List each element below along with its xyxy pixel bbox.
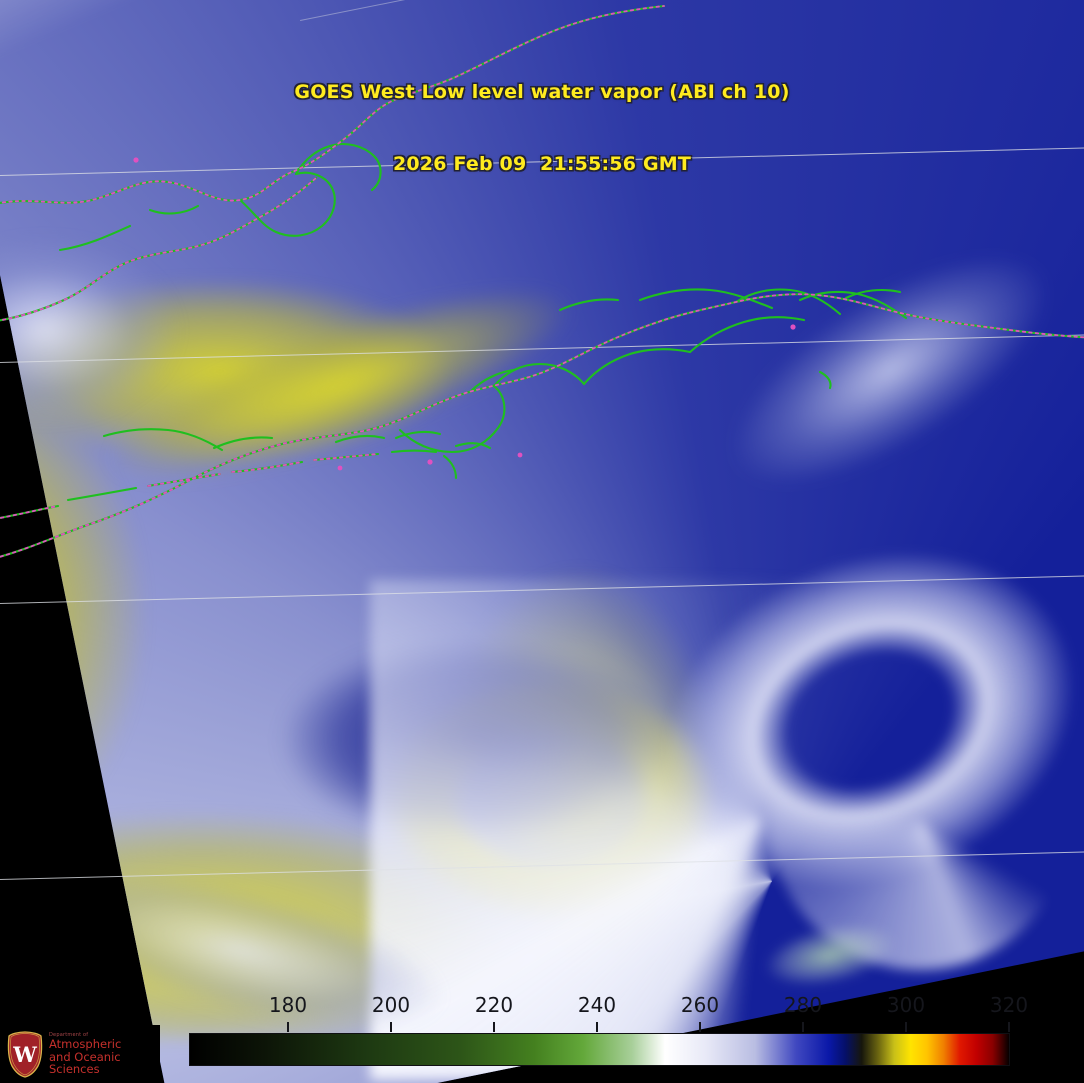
colorbar-tick-mark	[802, 1022, 804, 1032]
logo-line1: Atmospheric	[49, 1037, 122, 1052]
colorbar-tick-label: 260	[680, 993, 720, 1017]
svg-text:W: W	[12, 1042, 37, 1067]
uw-aos-logo: W Department of Atmospheric and Oceanic …	[0, 1025, 160, 1083]
colorbar-tick-mark	[1008, 1022, 1010, 1032]
colorbar-tick-label: 220	[474, 993, 514, 1017]
logo-line2: and Oceanic Sciences	[49, 1049, 121, 1076]
colorbar-tick-mark	[905, 1022, 907, 1032]
logo-dept-label: Department of	[49, 1032, 89, 1039]
product-title-line1: GOES West Low level water vapor (ABI ch …	[294, 81, 790, 103]
colorbar-tick-label: 200	[371, 993, 411, 1017]
colorbar-tick-label: 320	[989, 993, 1029, 1017]
colorbar-tick-mark	[493, 1022, 495, 1032]
colorbar-area: 180 200 220 240 260 280 300 320	[0, 993, 1084, 1083]
colorbar-gradient	[190, 1034, 1009, 1065]
colorbar-tick-mark	[390, 1022, 392, 1032]
colorbar-tick-label: 300	[886, 993, 926, 1017]
colorbar-tick-label: 180	[268, 993, 308, 1017]
product-title: GOES West Low level water vapor (ABI ch …	[0, 32, 1084, 224]
logo-text: Department of Atmospheric and Oceanic Sc…	[49, 1032, 160, 1076]
colorbar-tick-label: 280	[783, 993, 823, 1017]
colorbar-tick-mark	[699, 1022, 701, 1032]
colorbar-tick-labels: 180 200 220 240 260 280 300 320	[0, 993, 1084, 1032]
colorbar	[189, 1033, 1010, 1066]
cloud-patch-northwest	[0, 210, 210, 451]
colorbar-tick-mark	[596, 1022, 598, 1032]
product-title-line2: 2026 Feb 09 21:55:56 GMT	[392, 153, 692, 175]
colorbar-tick-label: 240	[577, 993, 617, 1017]
colorbar-tick-mark	[287, 1022, 289, 1032]
uw-crest-icon: W	[5, 1030, 45, 1078]
